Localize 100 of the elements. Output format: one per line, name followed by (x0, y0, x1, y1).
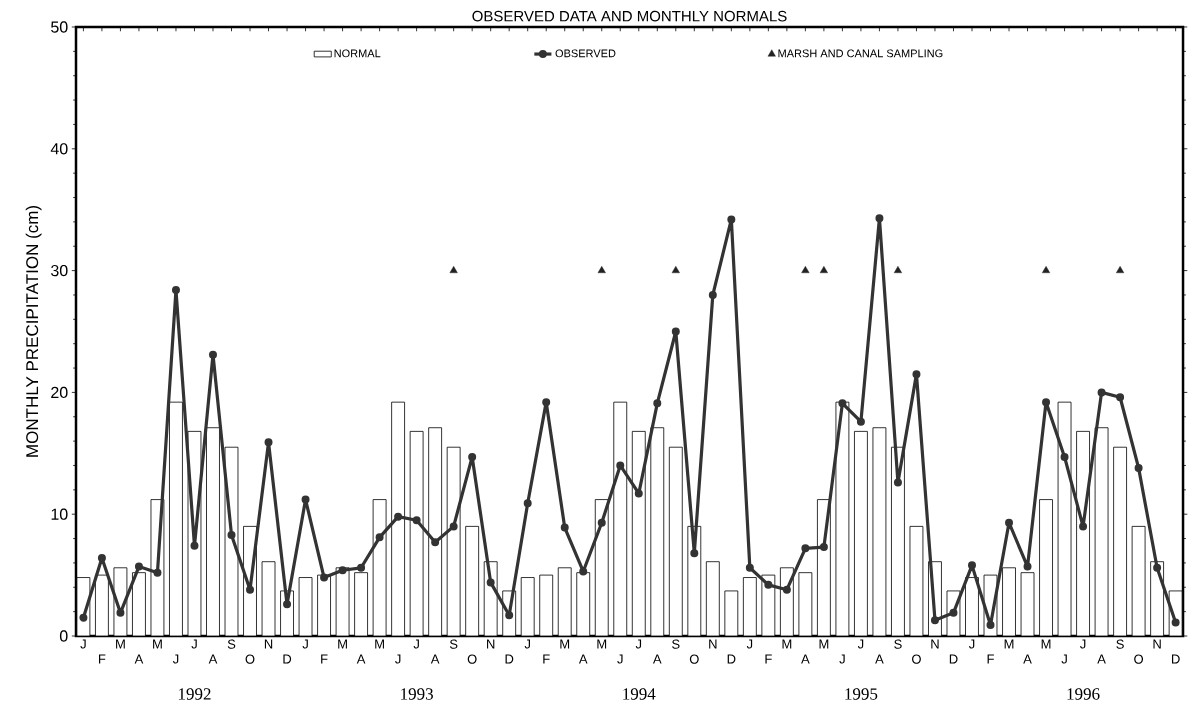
point (708, 290, 717, 299)
x-tick-label: N (487, 639, 495, 649)
x-tick-label: A (875, 654, 884, 664)
y-tick-label: 0 (59, 630, 68, 642)
x-tick-label: M (1041, 639, 1051, 649)
point (893, 478, 902, 487)
point (97, 554, 106, 563)
legend-label: OBSERVED (555, 49, 616, 58)
x-tick-label: M (782, 639, 792, 649)
point (1042, 398, 1051, 407)
point (949, 608, 958, 617)
point (893, 266, 902, 273)
x-tick-label: D (1172, 654, 1180, 664)
y-tick-label: 20 (51, 386, 68, 399)
point (671, 266, 680, 273)
text: 1995 (845, 688, 878, 700)
point (412, 516, 421, 525)
y-tick-label: 30 (51, 264, 68, 277)
x-tick-label: S (894, 639, 902, 649)
legend-label: NORMAL (334, 49, 381, 58)
x-tick-label: J (746, 639, 753, 649)
point (912, 370, 921, 379)
x-tick-label: O (467, 654, 477, 664)
point (856, 417, 865, 426)
point (486, 578, 495, 587)
x-tick-label: M (1004, 639, 1014, 649)
point (246, 585, 255, 594)
x-tick-label: M (153, 639, 162, 649)
x-tick-label: J (1061, 654, 1067, 664)
x-tick-label: O (689, 654, 699, 664)
point (338, 566, 347, 575)
x-tick-label: F (99, 654, 106, 664)
x-tick-label: S (449, 639, 458, 649)
point (634, 489, 643, 498)
point (1116, 393, 1125, 402)
x-tick-label: N (1153, 639, 1161, 649)
x-tick-label: N (264, 639, 273, 649)
x-tick-label: J (395, 654, 401, 664)
x-tick-label: J (302, 639, 308, 649)
point (375, 533, 384, 542)
point (1060, 452, 1069, 461)
point (134, 562, 143, 571)
point (560, 523, 569, 532)
point (357, 563, 366, 572)
x-tick-label: M (819, 639, 829, 649)
x-tick-label: J (968, 639, 975, 649)
point (875, 214, 884, 223)
x-tick-label: J (857, 639, 864, 649)
x-tick-label: A (801, 654, 810, 664)
point (301, 495, 310, 504)
x-tick-label: J (1080, 639, 1086, 649)
y-tick-label: 40 (50, 143, 68, 155)
x-tick-label: A (208, 654, 218, 664)
text: 1992 (178, 688, 211, 700)
y-tick-label: 10 (51, 508, 68, 520)
text: 1993 (401, 688, 433, 700)
point (523, 499, 532, 508)
x-tick-label: F (543, 654, 550, 664)
point (431, 538, 440, 547)
x-tick-label: D (505, 654, 514, 664)
point (542, 398, 551, 407)
x-tick-label: M (338, 639, 347, 649)
x-tick-label: S (1116, 639, 1124, 649)
point (449, 522, 458, 531)
point (764, 580, 773, 589)
x-tick-label: F (987, 654, 994, 664)
x-tick-label: J (413, 639, 419, 649)
y-tick-label: 50 (51, 21, 68, 33)
x-tick-label: F (765, 654, 772, 664)
point (227, 530, 236, 539)
chart-title: OBSERVED DATA AND MONTHLY NORMALS (472, 10, 787, 22)
point (116, 608, 125, 617)
text: 1994 (623, 688, 656, 700)
point (986, 621, 995, 630)
x-tick-label: O (912, 654, 921, 664)
point (505, 611, 514, 620)
x-tick-label: S (227, 639, 236, 649)
point (967, 561, 976, 570)
point (597, 518, 606, 527)
x-tick-label: A (134, 654, 144, 664)
point (690, 549, 699, 558)
text: 1996 (1067, 688, 1100, 700)
point (394, 512, 403, 521)
point (819, 543, 828, 552)
x-tick-label: A (1097, 654, 1106, 664)
x-tick-label: A (652, 654, 662, 664)
point (1079, 522, 1088, 531)
point (153, 568, 162, 577)
point (1171, 618, 1180, 627)
point (671, 327, 680, 336)
point (1023, 562, 1032, 571)
point (1134, 463, 1143, 472)
point (801, 544, 810, 553)
point (320, 573, 329, 582)
x-tick-label: D (949, 654, 958, 664)
point (801, 266, 810, 273)
point (597, 266, 606, 273)
point (616, 461, 625, 470)
x-tick-label: O (1134, 654, 1144, 664)
point (1116, 266, 1125, 273)
